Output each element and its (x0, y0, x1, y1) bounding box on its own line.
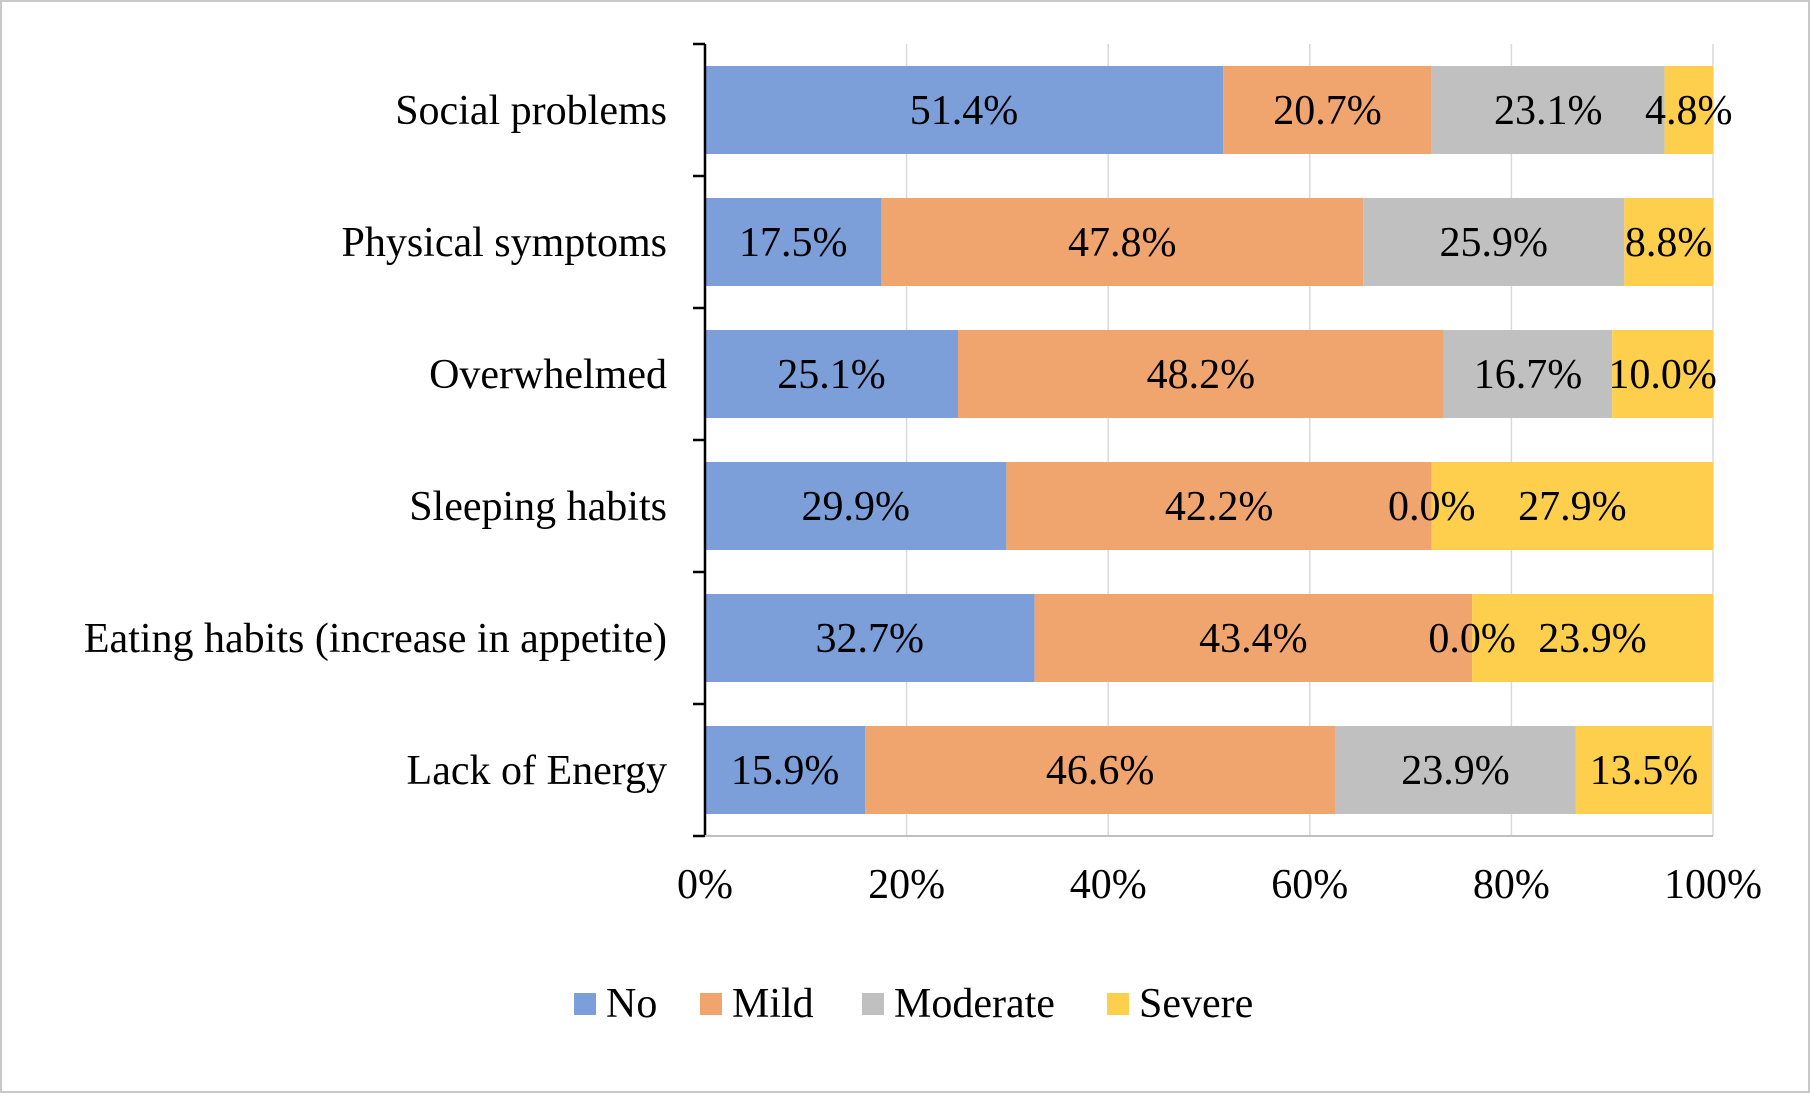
data-label: 25.1% (777, 352, 886, 398)
data-label: 48.2% (1147, 352, 1256, 398)
data-label: 25.9% (1440, 220, 1549, 266)
bar-segment-no (705, 198, 882, 286)
data-label: 51.4% (910, 88, 1019, 134)
x-tick-label: 40% (1070, 862, 1147, 908)
data-label: 47.8% (1068, 220, 1177, 266)
category-label: Sleeping habits (409, 484, 667, 530)
data-label: 17.5% (739, 220, 848, 266)
data-label: 23.9% (1401, 748, 1510, 794)
x-tick-label: 80% (1473, 862, 1550, 908)
data-label: 23.9% (1538, 616, 1647, 662)
data-label: 23.1% (1494, 88, 1603, 134)
bar-segment-no (705, 462, 1007, 550)
data-label: 29.9% (801, 484, 910, 530)
bar-segment-mild (865, 726, 1335, 814)
bar-segment-no (705, 594, 1035, 682)
bar-segment-mild (1223, 66, 1432, 154)
category-labels: Social problems Physical symptoms Overwhel… (84, 88, 667, 794)
data-label: 0.0% (1428, 616, 1516, 662)
bar-segment-moderate (1431, 66, 1665, 154)
data-label: 43.4% (1199, 616, 1308, 662)
data-label: 15.9% (731, 748, 840, 794)
gridlines (905, 44, 1714, 836)
legend-label: Mild (732, 981, 814, 1027)
legend-swatch-severe (1107, 993, 1129, 1015)
category-label: Lack of Energy (407, 748, 667, 794)
legend-swatch-mild (700, 993, 722, 1015)
legend-label: Severe (1139, 981, 1253, 1027)
bar-segment-severe (1575, 726, 1712, 814)
x-tick-labels: 0% 20% 40% 60% 80% 100% (677, 862, 1762, 908)
data-label: 0.0% (1388, 484, 1476, 530)
data-label: 27.9% (1518, 484, 1627, 530)
bar-segment-mild (1006, 462, 1432, 550)
data-label: 8.8% (1625, 220, 1713, 266)
data-labels: 51.4% 20.7% 23.1% 4.8% 17.5% 47.8% 25.9% 8.8% 25… (731, 88, 1733, 794)
bar-segment-severe (1431, 462, 1713, 550)
x-tick-label: 0% (677, 862, 733, 908)
x-tick-label: 20% (868, 862, 945, 908)
category-label: Physical symptoms (341, 220, 667, 266)
bar-segment-severe (1472, 594, 1713, 682)
data-label: 32.7% (816, 616, 925, 662)
data-label: 13.5% (1590, 748, 1699, 794)
x-tick-label: 100% (1664, 862, 1762, 908)
legend-label: Moderate (894, 981, 1055, 1027)
legend: No Mild Moderate Severe (574, 981, 1253, 1027)
category-label: Overwhelmed (429, 352, 667, 398)
bar-segment-no (705, 66, 1224, 154)
bar-segment-mild (881, 198, 1364, 286)
bar-segment-severe (1624, 198, 1713, 286)
bar-segment-no (705, 726, 866, 814)
data-label: 42.2% (1165, 484, 1274, 530)
category-label: Social problems (395, 88, 667, 134)
x-tick-label: 60% (1271, 862, 1348, 908)
data-label: 16.7% (1474, 352, 1583, 398)
bar-segment-moderate (1335, 726, 1576, 814)
data-label: 4.8% (1645, 88, 1733, 134)
bar-segment-severe (1612, 330, 1713, 418)
axes (693, 42, 1713, 838)
data-label: 20.7% (1273, 88, 1382, 134)
bar-segment-moderate (1363, 198, 1625, 286)
data-label: 46.6% (1046, 748, 1155, 794)
legend-label: No (606, 981, 657, 1027)
legend-swatch-no (574, 993, 596, 1015)
bar-segment-mild (1034, 594, 1473, 682)
legend-swatch-moderate (862, 993, 884, 1015)
data-label: 10.0% (1608, 352, 1717, 398)
bar-segment-mild (958, 330, 1444, 418)
bar-segment-severe (1664, 66, 1713, 154)
bar-segments (705, 66, 1713, 814)
bar-segment-no (705, 330, 959, 418)
bar-segment-moderate (1443, 330, 1613, 418)
category-label: Eating habits (increase in appetite) (84, 616, 667, 662)
